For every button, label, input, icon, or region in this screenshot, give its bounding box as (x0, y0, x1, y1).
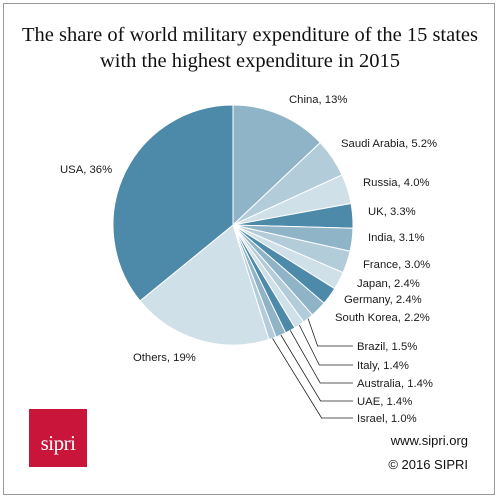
slice-label-uae: UAE, 1.4% (357, 396, 412, 408)
slice-label-others: Others, 19% (133, 352, 196, 364)
pie-slice-china (232, 104, 321, 227)
leader-line-italy (298, 324, 353, 366)
leader-lines (272, 318, 353, 419)
slice-label-brazil: Brazil, 1.5% (357, 341, 417, 353)
slice-label-china: China, 13% (289, 94, 347, 106)
leader-line-brazil (307, 318, 353, 347)
leader-line-uae (280, 334, 353, 402)
copyright-text: © 2016 SIPRI (388, 457, 468, 472)
pie-slices (112, 104, 354, 346)
leader-line-australia (289, 330, 353, 384)
slice-label-japan: Japan, 2.4% (357, 278, 420, 290)
source-url: www.sipri.org (390, 433, 468, 448)
slice-label-south-korea: South Korea, 2.2% (335, 312, 430, 324)
slice-label-russia: Russia, 4.0% (363, 177, 430, 189)
title-line-2: with the highest expenditure in 2015 (99, 50, 401, 72)
slice-label-usa: USA, 36% (60, 164, 112, 176)
slice-label-australia: Australia, 1.4% (357, 378, 433, 390)
sipri-logo-text: sipri (40, 431, 76, 455)
slice-label-germany: Germany, 2.4% (344, 294, 422, 306)
slice-label-italy: Italy, 1.4% (357, 360, 409, 372)
slice-label-india: India, 3.1% (368, 232, 425, 244)
pie-slice-usa (112, 104, 234, 302)
leader-line-israel (272, 338, 353, 419)
slice-label-uk: UK, 3.3% (368, 206, 416, 218)
slice-label-israel: Israel, 1.0% (357, 413, 417, 425)
chart-title: The share of world military expenditure … (20, 22, 480, 74)
sipri-logo: sipri (29, 409, 87, 467)
pie-slice-others (139, 224, 270, 346)
slice-label-france: France, 3.0% (363, 259, 430, 271)
title-line-1: The share of world military expenditure … (22, 24, 478, 46)
slice-labels: China, 13% Saudi Arabia, 5.2% Russia, 4.0%… (60, 94, 437, 425)
slice-label-saudi-arabia: Saudi Arabia, 5.2% (341, 138, 437, 150)
